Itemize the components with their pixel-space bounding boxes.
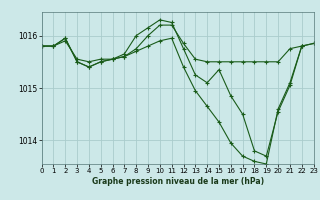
X-axis label: Graphe pression niveau de la mer (hPa): Graphe pression niveau de la mer (hPa) [92, 177, 264, 186]
